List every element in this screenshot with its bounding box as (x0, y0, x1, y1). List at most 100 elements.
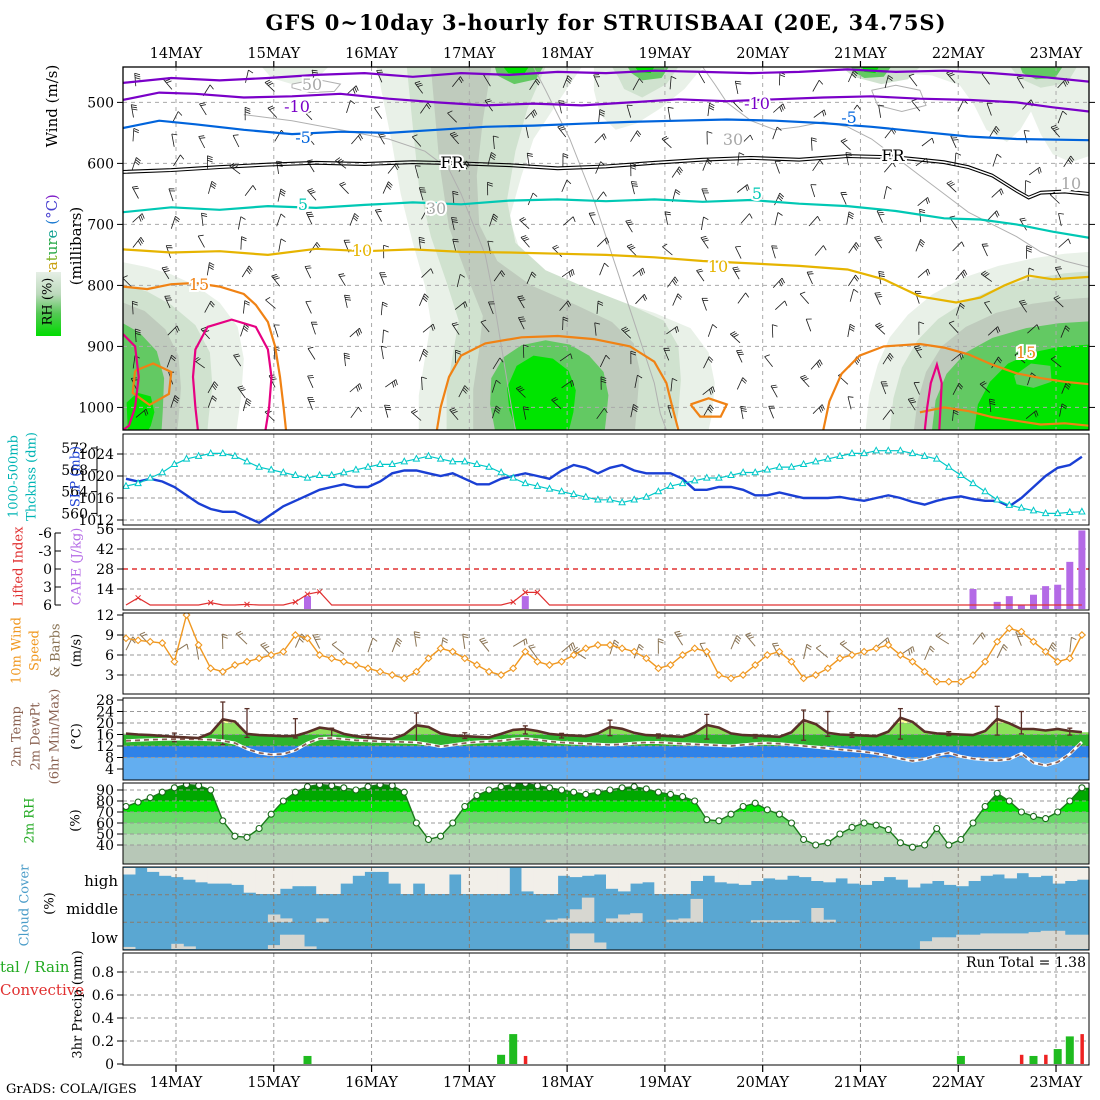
wind-barb-tick (919, 241, 925, 246)
wind-barb-tick (811, 139, 817, 142)
wind-speed-line (125, 613, 1083, 683)
precip-convective-label: Convective (0, 981, 85, 999)
rh-marker (1029, 812, 1038, 820)
wind-barb-tick (879, 275, 885, 278)
wind-barb-tick (233, 134, 239, 136)
date-label-top: 19MAY (639, 46, 692, 62)
temperature-contour (123, 281, 288, 430)
wind-barb-tick (708, 406, 713, 412)
wind-barb (935, 635, 950, 645)
rh-marker (376, 783, 384, 789)
wind-speed-marker (908, 657, 917, 666)
wind-barb (1058, 213, 1062, 227)
wind-barb (874, 292, 881, 305)
thickness-marker (981, 487, 989, 495)
wind-barb (996, 644, 1005, 659)
wind-barb-tick (852, 71, 857, 77)
wind-barb-tick (310, 191, 316, 195)
wind-barb-tick (807, 273, 814, 275)
rh-marker (630, 783, 638, 791)
wind-barb-tick (426, 104, 431, 110)
wind-barb (1069, 637, 1072, 653)
wind-barb-tick (145, 409, 149, 415)
rh-marker (400, 788, 408, 796)
wind-barb-tick (382, 303, 388, 308)
rh-marker (170, 784, 178, 792)
rh-marker (497, 783, 505, 791)
wind-barb-tick (385, 406, 391, 409)
wind-barb-tick (386, 185, 391, 190)
wind-barb-tick (489, 156, 495, 161)
wind-barb (519, 219, 530, 229)
wind-barb-tick (551, 397, 557, 401)
y-tick-label: 12 (96, 608, 114, 624)
cloud-high-bar (895, 868, 909, 880)
wind-barb-tick (740, 408, 747, 410)
rh-marker (896, 839, 904, 847)
wind-barb-tick (262, 643, 268, 648)
wind-barb (132, 355, 136, 369)
rh-marker (134, 798, 142, 806)
wind-barb-tick (344, 357, 350, 360)
wind-barb (882, 352, 891, 365)
wind-barb-tick (307, 213, 313, 216)
wind-barb-tick (817, 216, 821, 222)
wind-barb-tick (354, 213, 360, 218)
wind-barb-tick (738, 353, 744, 356)
wind-barb-tick (677, 635, 683, 638)
wind-barb (986, 103, 992, 116)
cloud-high-bar (316, 868, 329, 894)
wind-barb-tick (989, 400, 996, 403)
wind-barb (312, 634, 321, 649)
wind-speed-marker (969, 671, 977, 679)
rh-marker (437, 832, 445, 840)
cloud-low-bar (593, 942, 607, 949)
wind-barb-tick (493, 213, 499, 218)
wind-barb (667, 107, 671, 121)
rh-marker (424, 835, 433, 844)
wind-barb-tick (980, 270, 986, 275)
temperature-contour (435, 334, 680, 430)
rh-marker (1005, 797, 1013, 805)
wind-speed-marker (727, 674, 735, 683)
wind-barb (674, 632, 684, 646)
wind-barb-tick (735, 637, 741, 642)
wind-barb-tick (528, 644, 535, 647)
wind-barb-tick (638, 643, 644, 649)
rh-band (123, 801, 1089, 812)
wind-barb-tick (1035, 410, 1039, 416)
thickness-marker (944, 462, 953, 470)
wind-barb-tick (213, 383, 218, 388)
wind-speed-marker (1005, 624, 1014, 633)
wind-barb-tick (712, 386, 715, 393)
wind-barb-tick (306, 211, 312, 214)
wind-barb-tick (855, 274, 860, 280)
wind-barb-tick (738, 152, 745, 156)
wind-barb (815, 647, 829, 658)
wind-barb-tick (244, 111, 251, 114)
wind-barb-tick (397, 637, 403, 643)
wind-barb-tick (665, 213, 671, 216)
wind-barb-tick (562, 316, 569, 320)
cloud-middle-bar (545, 919, 559, 923)
wind-barb-tick (132, 303, 138, 306)
wind-barb-tick (677, 168, 682, 174)
wind-barb (204, 300, 212, 313)
li-marker (510, 599, 517, 605)
y-tick-label: 6 (105, 648, 114, 664)
wind-barb-tick (963, 269, 968, 275)
wind-barb-tick (233, 353, 239, 356)
rh-marker (921, 841, 929, 849)
wind-speed-marker (123, 634, 130, 643)
y-tick-label: -6 (38, 526, 52, 542)
temperature-contour (919, 406, 1089, 427)
rh-marker (123, 802, 130, 811)
wind-barb-tick (890, 409, 895, 415)
wind-barb-tick (381, 345, 387, 348)
wind-barb-tick (207, 157, 213, 161)
cloud-middle-bar (678, 918, 691, 923)
rh-marker (570, 788, 578, 796)
rh-marker (606, 786, 614, 794)
wind-barb-tick (374, 106, 380, 109)
wind-barb-tick (442, 639, 448, 644)
